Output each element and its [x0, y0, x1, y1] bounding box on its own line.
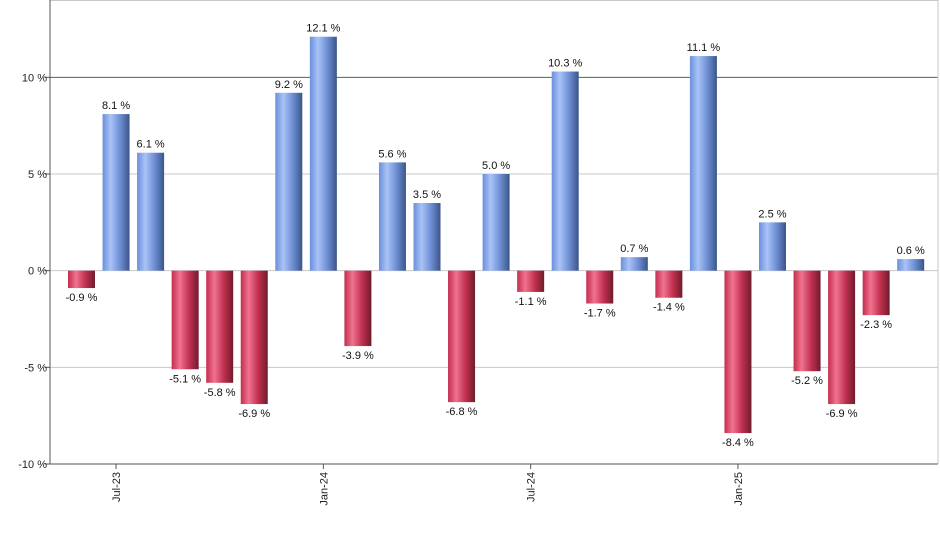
- y-tick-label: 0 %: [28, 266, 47, 278]
- y-tick-label: -10 %: [18, 459, 47, 471]
- bar-value-label: -0.9 %: [66, 292, 98, 304]
- bar-value-label: 11.1 %: [687, 42, 721, 54]
- labels-layer: -0.9 %8.1 %6.1 %-5.1 %-5.8 %-6.9 %9.2 %1…: [66, 23, 925, 449]
- bar-value-label: -5.2 %: [791, 375, 823, 387]
- bar: [240, 270, 268, 405]
- bar: [759, 222, 786, 271]
- bar: [862, 270, 890, 316]
- bar-value-label: -5.8 %: [204, 387, 236, 399]
- y-tick-label: 5 %: [28, 169, 47, 181]
- x-tick-label: Jul-24: [526, 472, 538, 502]
- bar: [655, 270, 683, 298]
- bar: [793, 270, 821, 372]
- bar-value-label: -6.9 %: [238, 408, 270, 420]
- bar: [897, 259, 925, 271]
- bar: [551, 71, 579, 271]
- bar: [689, 56, 717, 271]
- bars-layer: [68, 36, 925, 434]
- x-tick-label: Jul-23: [111, 472, 123, 502]
- bar: [102, 114, 130, 271]
- bar-value-label: 0.6 %: [897, 245, 925, 257]
- bar-value-label: -2.3 %: [860, 319, 892, 331]
- bar-value-label: -6.9 %: [826, 408, 858, 420]
- bar-value-label: -1.7 %: [584, 308, 616, 320]
- bar: [137, 152, 165, 271]
- bar-value-label: -3.9 %: [342, 350, 374, 362]
- bar: [68, 270, 95, 289]
- bar: [171, 270, 199, 370]
- bar: [482, 174, 510, 271]
- bar: [275, 92, 303, 271]
- bar-value-label: 2.5 %: [758, 208, 786, 220]
- axes-layer: -10 % -5 % 0 % 5 % 10 % Jul-23 Jan-24 Jul-24 Jan…: [18, 0, 938, 506]
- bar-value-label: -5.1 %: [169, 373, 201, 385]
- bar-value-label: 8.1 %: [102, 100, 130, 112]
- bar-value-label: 3.5 %: [413, 189, 441, 201]
- bar-value-label: 6.1 %: [137, 139, 165, 151]
- bar: [344, 270, 372, 347]
- bar-value-label: 5.0 %: [482, 160, 510, 172]
- bar-value-label: -1.1 %: [515, 296, 547, 308]
- bar: [309, 36, 337, 271]
- y-tick-label: 10 %: [22, 72, 47, 84]
- bar-value-label: 9.2 %: [275, 79, 303, 91]
- bar-value-label: 5.6 %: [378, 148, 406, 160]
- bar: [378, 162, 406, 271]
- bar: [448, 270, 476, 403]
- bar-value-label: 0.7 %: [620, 243, 648, 255]
- bar: [828, 270, 856, 405]
- bar-value-label: 10.3 %: [548, 58, 582, 70]
- bar: [517, 270, 545, 292]
- bar-value-label: 12.1 %: [306, 23, 340, 35]
- bar: [413, 203, 441, 271]
- bar: [620, 257, 648, 271]
- bar-value-label: -1.4 %: [653, 302, 685, 314]
- bar-value-label: -8.4 %: [722, 437, 754, 449]
- x-tick-label: Jan-25: [733, 472, 745, 506]
- bar: [206, 270, 234, 383]
- bar: [586, 270, 614, 304]
- y-tick-label: -5 %: [24, 362, 47, 374]
- bar: [724, 270, 752, 434]
- x-tick-label: Jan-24: [318, 472, 330, 506]
- bar-value-label: -6.8 %: [446, 406, 478, 418]
